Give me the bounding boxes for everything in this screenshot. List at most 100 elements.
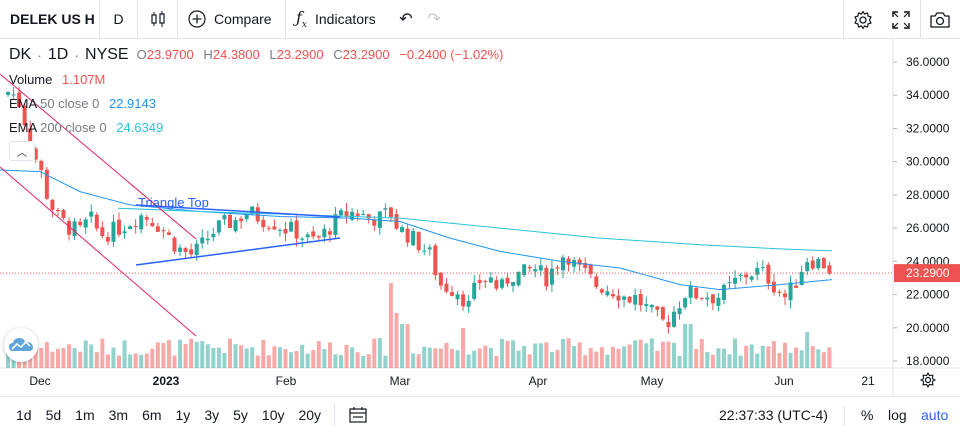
volume-bar (549, 351, 554, 368)
collapse-legend-button[interactable]: ︿ (9, 141, 35, 161)
volume-bar (400, 324, 405, 368)
candle-body (716, 297, 721, 306)
candle-body (122, 231, 127, 234)
volume-bar (794, 347, 799, 368)
volume-bar (200, 341, 205, 368)
candle-body (405, 228, 410, 243)
range-6m[interactable]: 6m (142, 407, 162, 423)
pattern-label: Triangle Top (138, 195, 209, 210)
volume-bar (799, 350, 804, 368)
indicator-ema-200[interactable]: EMA 200 close 0 24.6349 (9, 120, 163, 135)
legend-symbol[interactable]: DK (9, 46, 32, 63)
volume-bar (100, 338, 105, 368)
fullscreen-icon (892, 10, 910, 29)
volume-bar (388, 283, 393, 368)
candle-body (827, 265, 832, 274)
undo-button[interactable]: ↶ (392, 0, 420, 39)
time-tick-label: Mar (390, 374, 411, 388)
indicator-value: 24.6349 (116, 120, 164, 135)
log-toggle[interactable]: log (888, 407, 907, 423)
auto-toggle[interactable]: auto (921, 407, 949, 423)
axis-settings-icon[interactable] (919, 371, 937, 389)
range-3m[interactable]: 3m (108, 407, 129, 423)
range-5d[interactable]: 5d (45, 407, 62, 423)
candle-body (771, 281, 776, 293)
volume-bar (194, 341, 199, 368)
candle-body (377, 211, 382, 228)
interval-button[interactable]: D (100, 0, 138, 39)
open-key: O (136, 47, 147, 62)
candle-body (516, 271, 521, 286)
candle-body (144, 217, 149, 220)
range-1m[interactable]: 1m (75, 407, 95, 423)
candle-body (527, 266, 532, 269)
volume-bar (555, 349, 560, 368)
price-tick-label: 22.0000 (906, 288, 950, 302)
tradingview-logo-button[interactable] (4, 328, 38, 362)
redo-button[interactable]: ↷ (420, 0, 448, 39)
range-20y[interactable]: 20y (298, 407, 322, 423)
candle-body (805, 262, 810, 272)
chart-type-button[interactable] (138, 0, 178, 39)
bottom-divider (844, 405, 845, 427)
candlestick-icon (150, 11, 165, 27)
range-1d[interactable]: 1d (16, 407, 32, 423)
chevron-up-icon: ︿ (17, 147, 27, 159)
volume-bar (577, 342, 582, 368)
volume-bar (538, 343, 543, 368)
legend-interval[interactable]: 1D (47, 46, 69, 63)
candle-body (477, 280, 482, 283)
candle-body (250, 206, 255, 214)
snapshot-button[interactable] (921, 0, 959, 39)
volume-bar (694, 348, 699, 368)
symbol-search-button[interactable]: DELEK US H (0, 0, 100, 39)
range-5y[interactable]: 5y (233, 407, 248, 423)
price-tick-label: 28.0000 (906, 188, 950, 202)
range-1y[interactable]: 1y (175, 407, 191, 423)
current-time[interactable]: 22:37:33 (UTC-4) (719, 407, 828, 423)
volume-bar (44, 342, 49, 368)
candle-body (699, 297, 704, 299)
candle-body (694, 287, 699, 299)
volume-bar (644, 343, 649, 368)
candle-body (633, 295, 638, 305)
volume-bar (494, 355, 499, 368)
candle-body (755, 267, 760, 275)
cloud-logo-icon (9, 338, 33, 351)
candle-body (322, 228, 327, 238)
volume-bar (527, 354, 532, 368)
low-value: 23.2900 (276, 47, 324, 62)
volume-bar (472, 350, 477, 368)
candle-body (61, 210, 66, 218)
candle-body (261, 219, 266, 228)
volume-bar (344, 344, 349, 368)
volume-bar (111, 347, 116, 368)
indicator-volume[interactable]: Volume 1.107M (9, 72, 105, 87)
candle-body (161, 230, 166, 232)
volume-bar (533, 343, 538, 368)
goto-date-button[interactable] (341, 407, 375, 423)
compare-button[interactable]: Compare (178, 0, 286, 39)
price-axis: 36.0000 34.0000 32.0000 30.0000 28.0000 26.00… (893, 55, 960, 368)
volume-bar (699, 338, 704, 368)
range-10y[interactable]: 10y (261, 407, 285, 423)
candle-body (78, 221, 83, 226)
range-3y[interactable]: 3y (204, 407, 220, 423)
indicator-ema-50[interactable]: EMA 50 close 0 22.9143 (9, 96, 156, 111)
candle-body (511, 282, 516, 286)
candle-body (416, 232, 421, 251)
volume-bar (416, 354, 421, 368)
settings-button[interactable] (844, 0, 882, 39)
fullscreen-button[interactable] (882, 0, 920, 39)
candle-body (200, 237, 205, 244)
triangle-lower-line (135, 237, 341, 266)
candle-body (244, 214, 249, 220)
percent-toggle[interactable]: % (861, 407, 874, 423)
volume-bar (777, 352, 782, 368)
indicators-button[interactable]: ƒx Indicators (286, 0, 392, 39)
volume-bar (427, 347, 432, 368)
volume-bar (599, 347, 604, 368)
price-chart[interactable]: Triangle Top 36.0000 34.0000 32.0000 30.000… (0, 39, 960, 395)
candle-body (505, 277, 510, 284)
candle-body (189, 249, 194, 255)
